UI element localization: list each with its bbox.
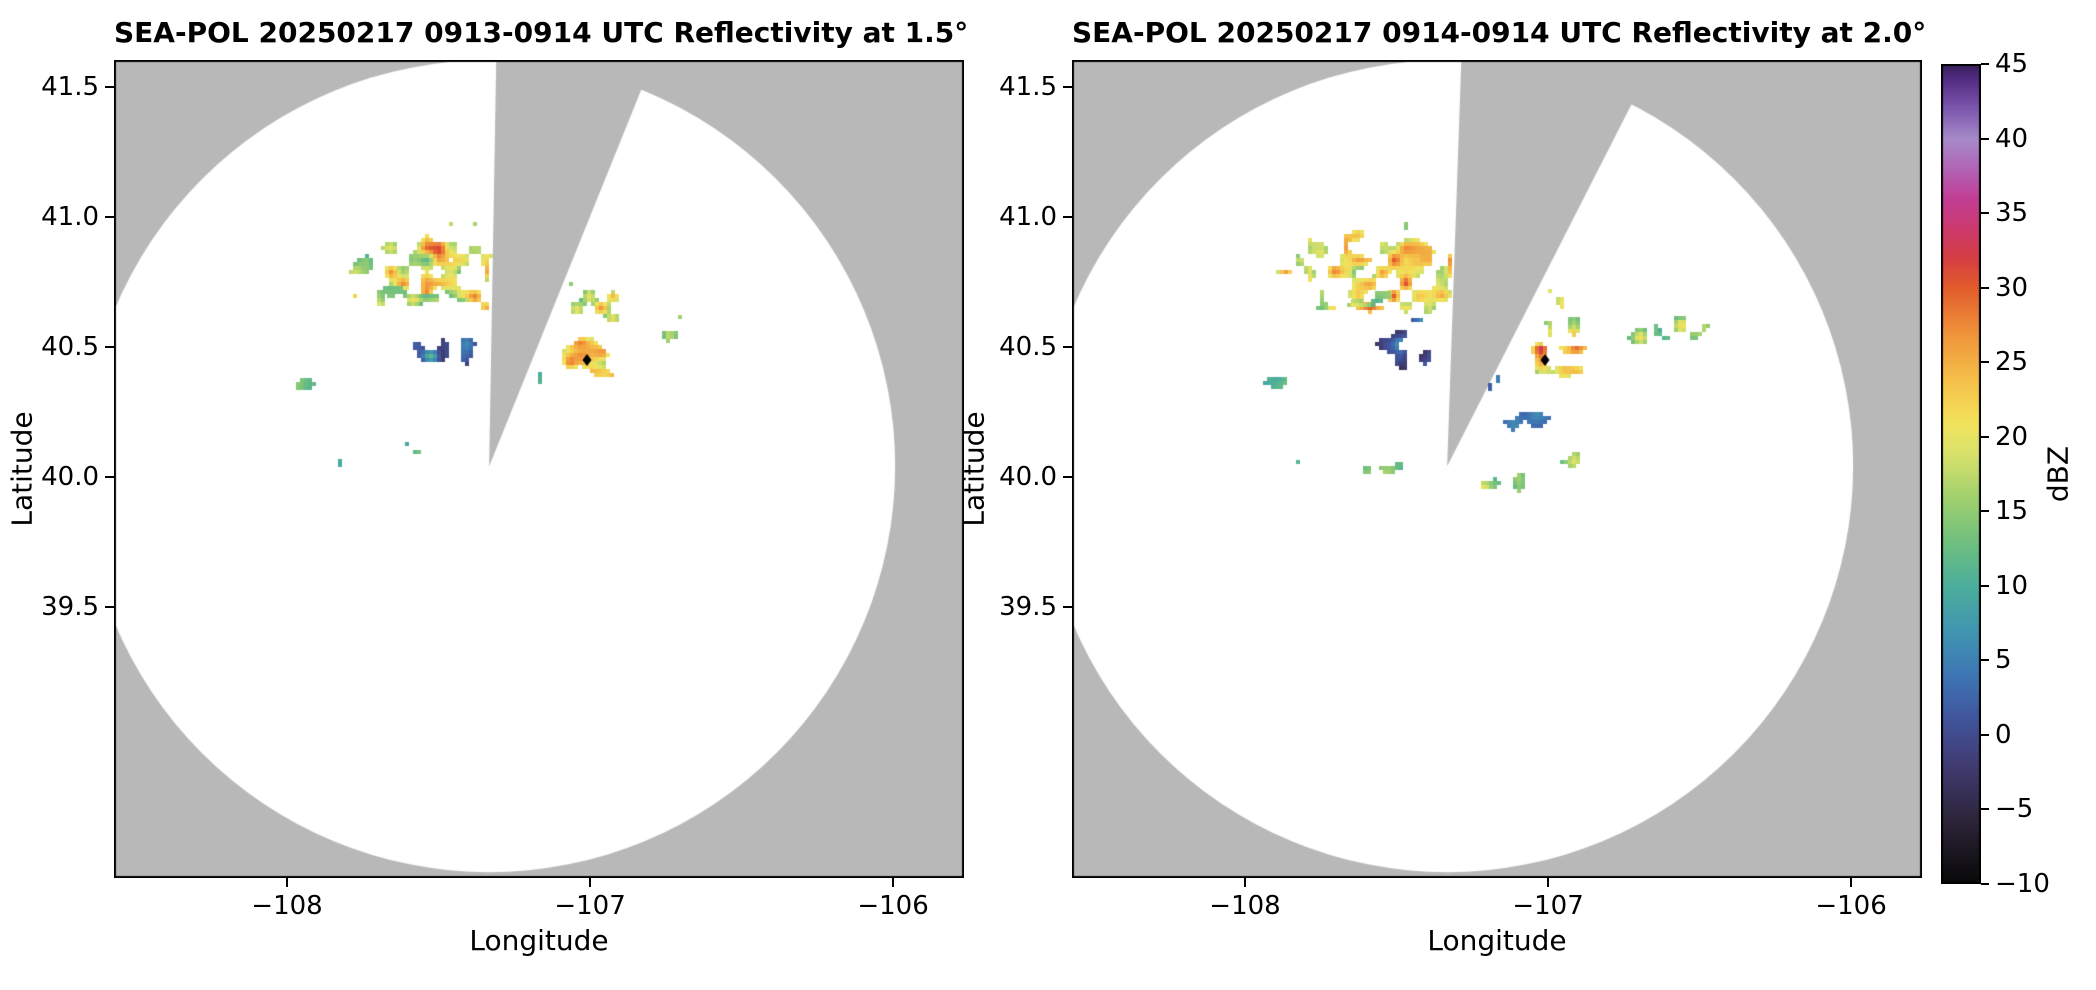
y-tick-label: 40.0 (41, 462, 99, 493)
y-tick-label: 39.5 (999, 592, 1057, 623)
x-tick-label: −106 (857, 891, 929, 921)
y-tick-mark (1063, 86, 1072, 89)
colorbar-tick-label: 30 (1995, 272, 2029, 303)
y-tick-label: 39.5 (41, 592, 99, 623)
y-tick-label: 40.0 (999, 462, 1057, 493)
colorbar-tick-label: 15 (1995, 496, 2029, 527)
colorbar-tick-mark (1981, 883, 1989, 885)
y-tick-mark (105, 606, 114, 609)
x-tick-mark (1850, 878, 1853, 887)
panel-title-right: SEA-POL 20250217 0914-0914 UTC Reflectiv… (1072, 16, 1927, 49)
x-tick-mark (1547, 878, 1550, 887)
y-tick-label: 41.0 (41, 202, 99, 233)
y-tick-mark (105, 216, 114, 219)
y-tick-mark (105, 476, 114, 479)
y-tick-label: 40.5 (999, 332, 1057, 363)
y-tick-mark (1063, 606, 1072, 609)
x-tick-label: −108 (251, 891, 323, 921)
colorbar-tick-mark (1981, 212, 1989, 215)
colorbar-tick-mark (1981, 659, 1989, 662)
colorbar-tick-mark (1981, 510, 1989, 513)
colorbar-tick-mark (1981, 435, 1989, 438)
y-tick-label: 40.5 (41, 332, 99, 363)
colorbar-tick-label: 35 (1995, 198, 2029, 229)
colorbar-tick-label: 10 (1995, 570, 2029, 601)
y-tick-label: 41.5 (999, 72, 1057, 103)
colorbar-tick-mark (1981, 361, 1989, 364)
x-axis-label-right: Longitude (1427, 924, 1567, 957)
x-tick-mark (892, 878, 895, 887)
colorbar-tick-label: 45 (1995, 49, 2029, 79)
colorbar-tick-label: 0 (1995, 719, 2012, 750)
y-tick-mark (105, 86, 114, 89)
x-tick-label: −107 (1512, 891, 1584, 921)
colorbar-tick-mark (1981, 584, 1989, 587)
colorbar-tick-label: 20 (1995, 421, 2029, 452)
colorbar-tick-label: −10 (1995, 869, 2050, 899)
y-tick-label: 41.5 (41, 72, 99, 103)
colorbar-tick-mark (1981, 63, 1989, 65)
y-tick-mark (1063, 346, 1072, 349)
colorbar-tick-mark (1981, 137, 1989, 140)
x-tick-mark (1244, 878, 1247, 887)
x-axis-label-left: Longitude (469, 924, 609, 957)
y-tick-mark (1063, 476, 1072, 479)
colorbar-label: dBZ (2041, 445, 2075, 503)
radar-ppi-canvas-right (1072, 60, 1922, 878)
colorbar-tick-mark (1981, 733, 1989, 736)
colorbar-tick-label: 5 (1995, 645, 2012, 676)
x-tick-mark (589, 878, 592, 887)
x-tick-label: −108 (1209, 891, 1281, 921)
y-tick-mark (1063, 216, 1072, 219)
x-tick-label: −107 (554, 891, 626, 921)
panel-title-left: SEA-POL 20250217 0913-0914 UTC Reflectiv… (114, 16, 969, 49)
colorbar-tick-label: 25 (1995, 347, 2029, 378)
radar-ppi-canvas-left (114, 60, 964, 878)
colorbar-tick-label: 40 (1995, 123, 2029, 154)
colorbar-tick-label: −5 (1995, 794, 2034, 825)
colorbar-tick-mark (1981, 286, 1989, 289)
colorbar-tick-mark (1981, 808, 1989, 811)
colorbar-gradient (1941, 64, 1981, 884)
y-tick-mark (105, 346, 114, 349)
x-tick-label: −106 (1815, 891, 1887, 921)
x-tick-mark (286, 878, 289, 887)
y-tick-label: 41.0 (999, 202, 1057, 233)
